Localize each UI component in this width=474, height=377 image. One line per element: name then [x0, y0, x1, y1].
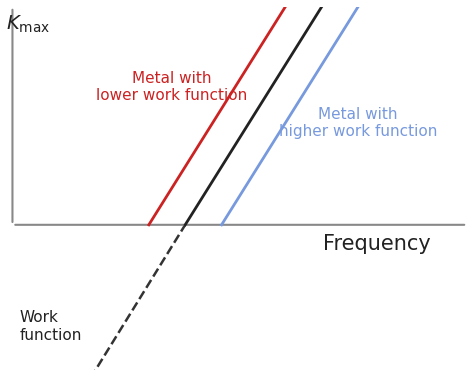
Text: Metal with
higher work function: Metal with higher work function	[279, 107, 437, 139]
Text: Work
function: Work function	[19, 310, 82, 343]
Text: $\it{K}$$_\mathrm{max}$: $\it{K}$$_\mathrm{max}$	[6, 14, 50, 35]
Text: Frequency: Frequency	[323, 234, 431, 254]
Text: Metal with
lower work function: Metal with lower work function	[96, 70, 247, 103]
